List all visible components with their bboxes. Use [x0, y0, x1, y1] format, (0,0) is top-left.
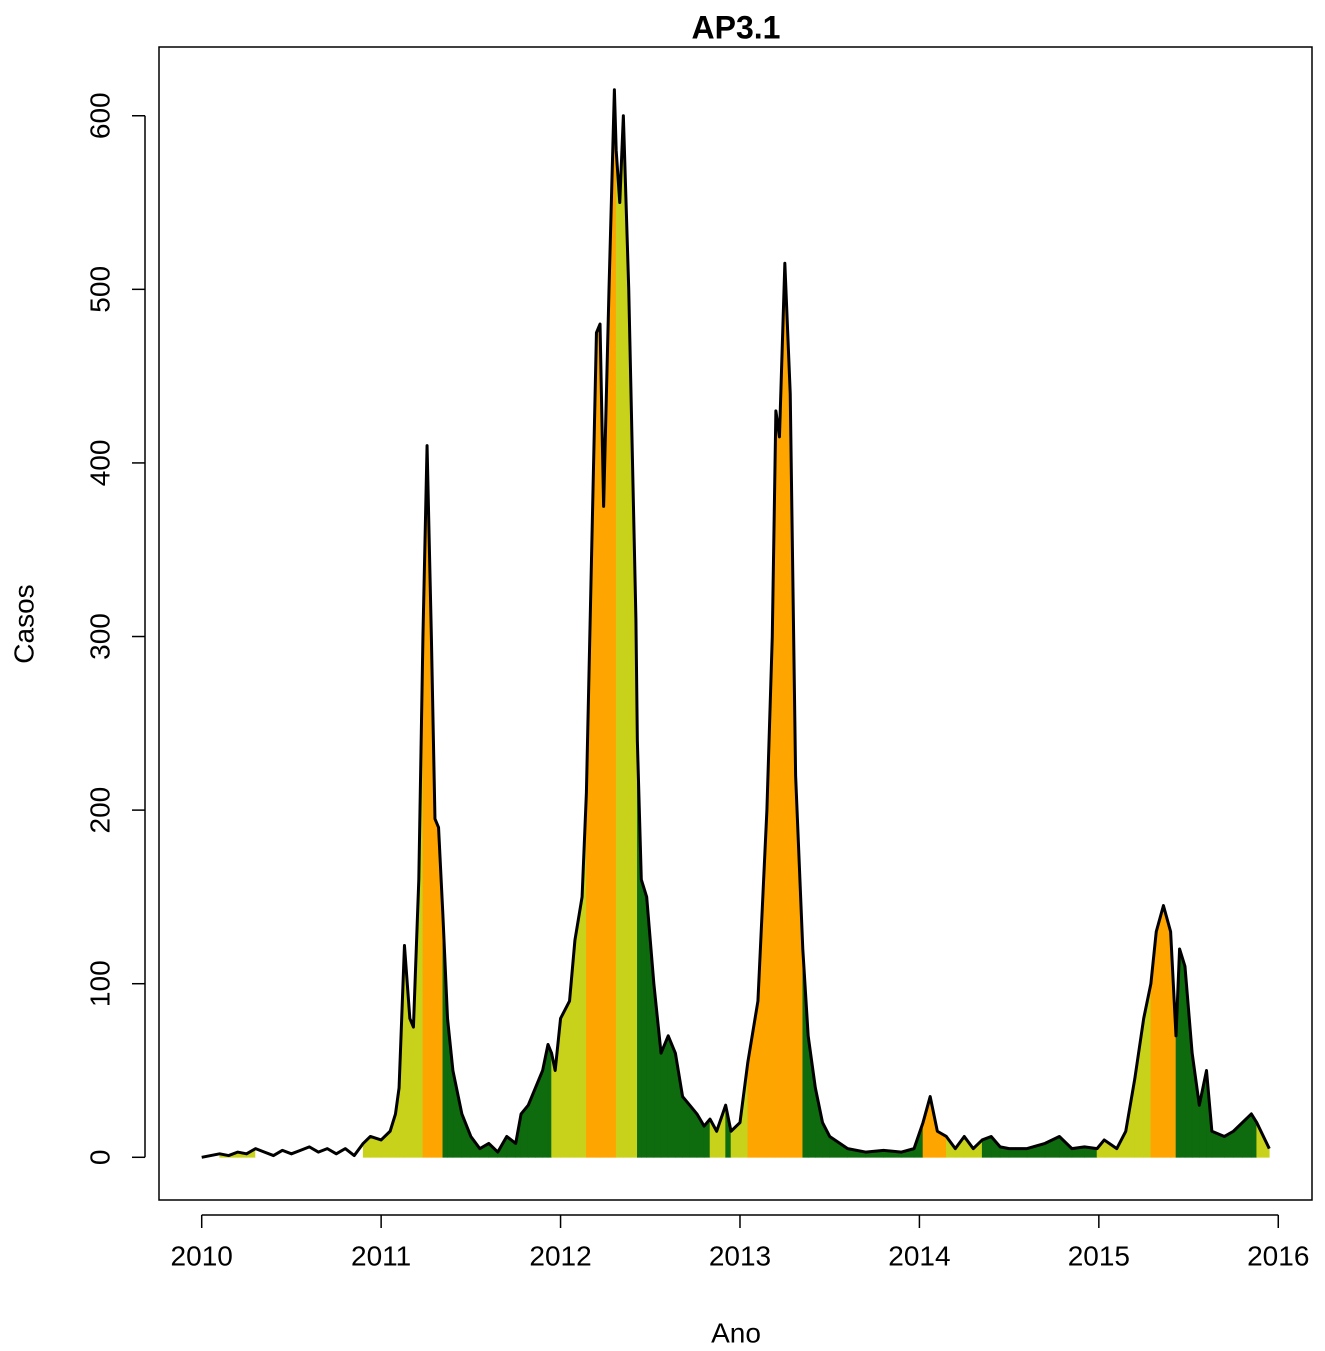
x-tick-label: 2012	[529, 1240, 591, 1271]
level-fill	[596, 323, 601, 1158]
fill-areas	[201, 89, 1270, 1158]
level-fill	[1179, 948, 1186, 1158]
x-tick-label: 2016	[1247, 1240, 1309, 1271]
chart-title: AP3.1	[692, 9, 781, 45]
axes: 2010 2011 2012 2013 2014 2015 2016 0 100 200 300 40…	[84, 92, 1309, 1271]
level-fill	[619, 115, 624, 1158]
x-tick-label: 2014	[888, 1240, 950, 1271]
level-fill	[1155, 905, 1164, 1158]
y-tick-label: 500	[84, 266, 115, 313]
level-fill	[615, 150, 621, 1158]
y-tick-label: 200	[84, 787, 115, 834]
y-tick-label: 600	[84, 92, 115, 139]
y-tick-label: 300	[84, 613, 115, 660]
level-fill	[641, 879, 647, 1158]
y-tick-label: 100	[84, 960, 115, 1007]
y-tick-label: 400	[84, 440, 115, 487]
level-fill	[560, 1000, 570, 1158]
y-axis-label: Casos	[8, 584, 39, 663]
level-fill	[1163, 905, 1171, 1158]
level-fill	[775, 410, 780, 1158]
x-tick-label: 2010	[171, 1240, 233, 1271]
x-tick-label: 2011	[351, 1240, 411, 1271]
x-axis-label: Ano	[711, 1317, 761, 1348]
plot-box	[158, 46, 1313, 1201]
x-tick-label: 2013	[709, 1240, 771, 1271]
y-tick-label: 0	[84, 1150, 115, 1166]
level-fill	[409, 1018, 414, 1158]
level-fill	[434, 818, 439, 1158]
case-line	[201, 88, 1271, 1159]
level-fill	[547, 1044, 552, 1158]
x-tick-label: 2015	[1068, 1240, 1130, 1271]
